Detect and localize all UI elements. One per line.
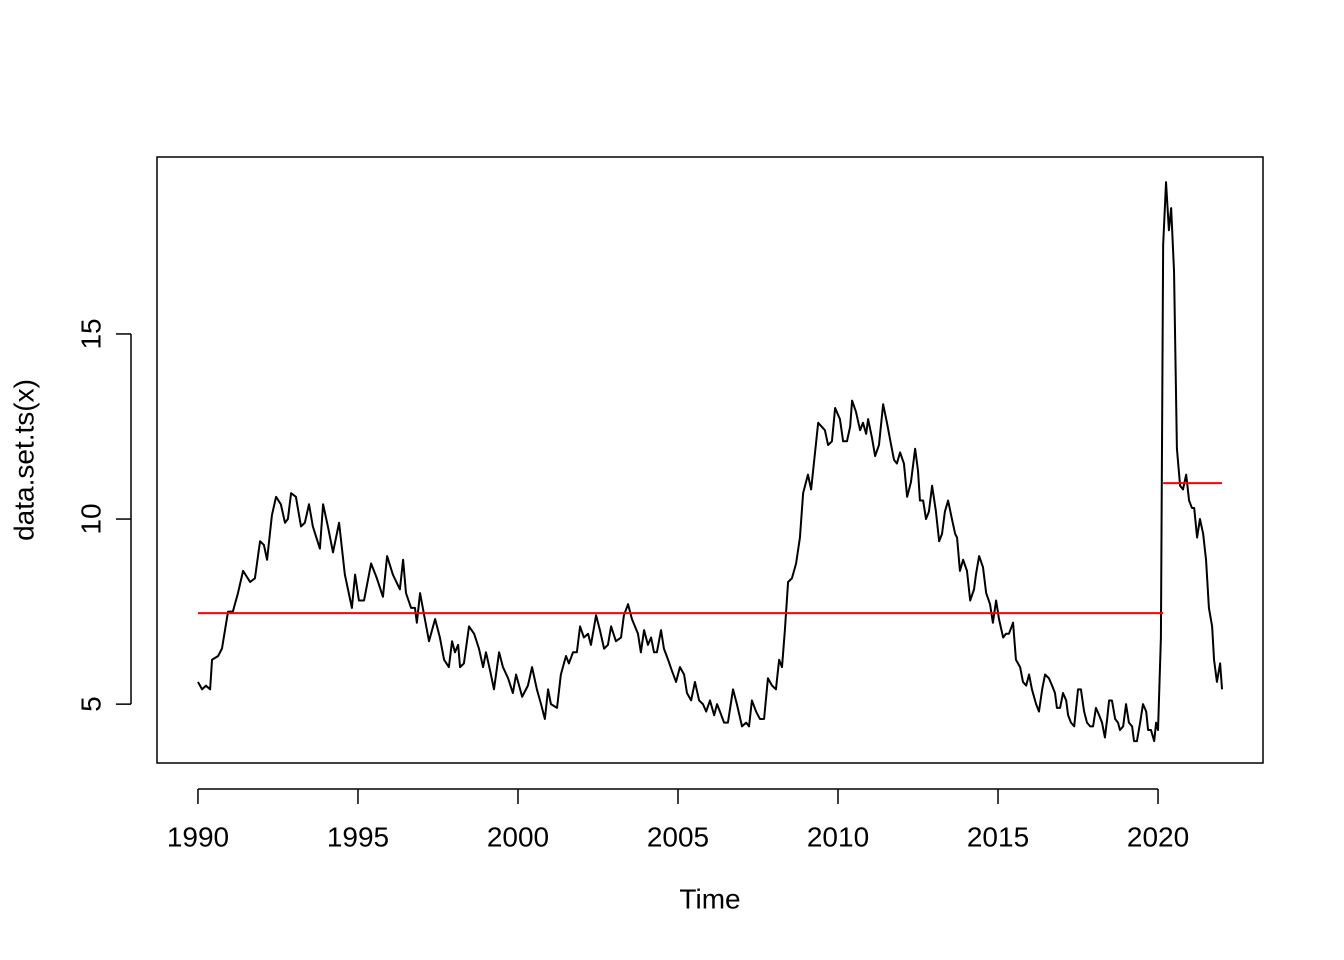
- x-tick-label: 1995: [327, 821, 389, 852]
- series-line: [197, 181, 1224, 743]
- y-tick-label: 5: [75, 696, 106, 712]
- x-tick-label: 1990: [167, 821, 229, 852]
- x-tick-label: 2005: [647, 821, 709, 852]
- x-tick-label: 2010: [807, 821, 869, 852]
- x-axis-label: Time: [679, 883, 740, 914]
- y-axis-label: data.set.ts(x): [8, 379, 39, 541]
- y-tick-label: 10: [75, 503, 106, 534]
- x-tick-label: 2015: [967, 821, 1029, 852]
- y-tick-label: 15: [75, 318, 106, 349]
- x-tick-label: 2020: [1127, 821, 1189, 852]
- x-tick-label: 2000: [487, 821, 549, 852]
- plot-box: [156, 156, 1264, 764]
